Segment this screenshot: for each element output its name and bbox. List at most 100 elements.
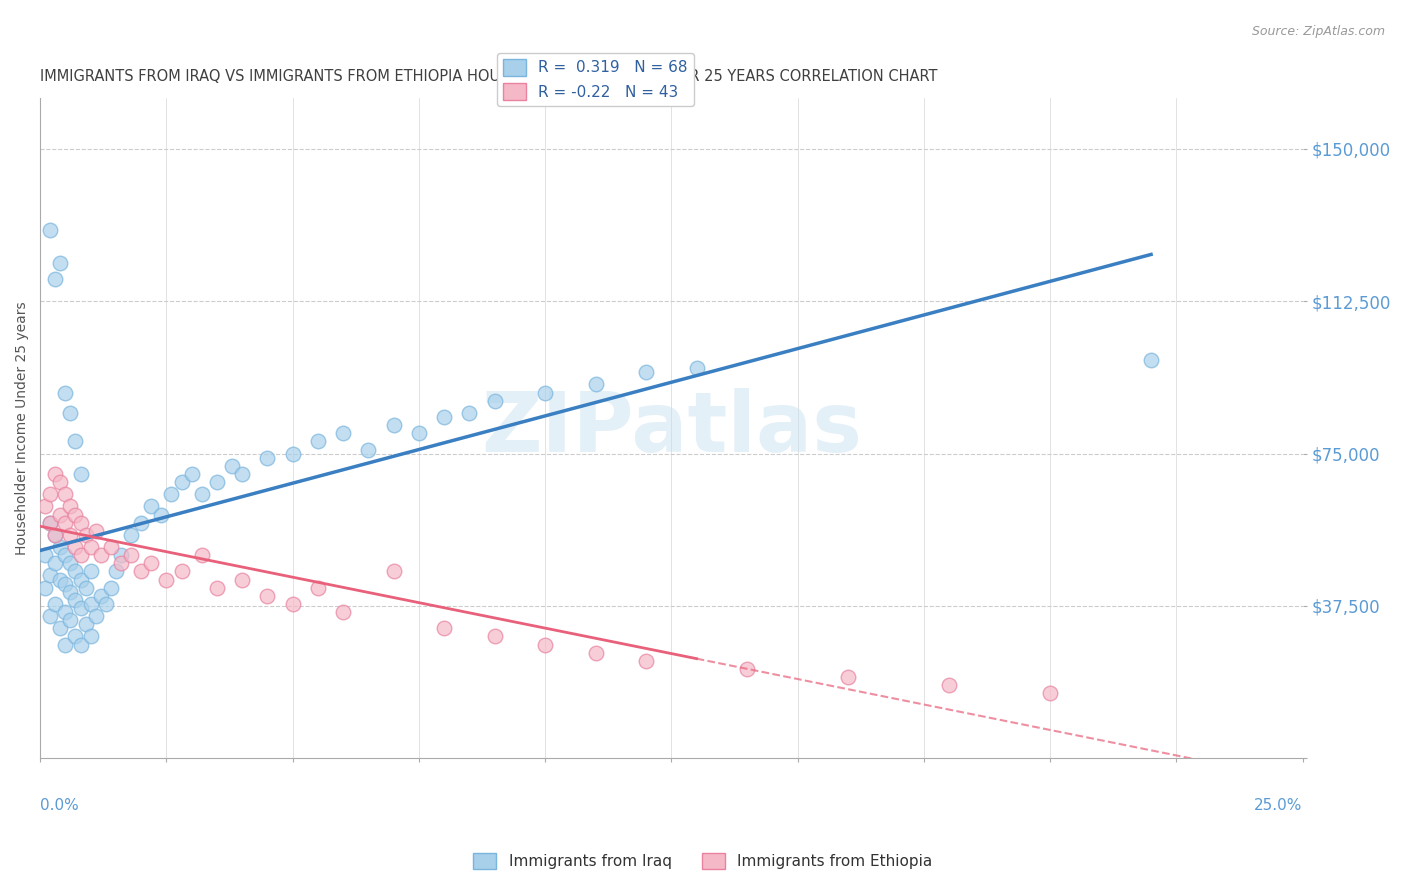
Point [484, 629, 506, 643]
Point [49, 508, 72, 522]
Point [44, 528, 66, 542]
Point [357, 442, 380, 457]
Point [938, 678, 960, 692]
Point [69, 573, 91, 587]
Point [75, 617, 97, 632]
Point [1140, 353, 1163, 368]
Point [34, 548, 56, 562]
Point [433, 409, 456, 424]
Point [44, 467, 66, 481]
Point [231, 467, 253, 481]
Point [205, 581, 228, 595]
Point [65, 592, 87, 607]
Point [59, 584, 82, 599]
Point [44, 272, 66, 286]
Point [458, 406, 481, 420]
Point [34, 500, 56, 514]
Point [69, 548, 91, 562]
Point [59, 613, 82, 627]
Point [39, 516, 62, 530]
Point [59, 556, 82, 570]
Point [332, 605, 354, 619]
Point [231, 573, 253, 587]
Point [636, 365, 658, 379]
Point [837, 670, 859, 684]
Point [59, 406, 82, 420]
Point [53, 385, 76, 400]
Point [49, 573, 72, 587]
Point [39, 516, 62, 530]
Point [100, 540, 122, 554]
Point [685, 361, 707, 376]
Point [382, 565, 405, 579]
Point [75, 528, 97, 542]
Point [205, 475, 228, 489]
Point [256, 450, 278, 465]
Point [84, 609, 107, 624]
Point [65, 629, 87, 643]
Point [44, 597, 66, 611]
Point [44, 556, 66, 570]
Point [585, 646, 607, 660]
Point [44, 528, 66, 542]
Point [39, 568, 62, 582]
Point [120, 548, 142, 562]
Point [307, 434, 329, 449]
Point [307, 581, 329, 595]
Point [190, 548, 212, 562]
Legend: Immigrants from Iraq, Immigrants from Ethiopia: Immigrants from Iraq, Immigrants from Et… [467, 847, 939, 875]
Point [180, 467, 202, 481]
Point [256, 589, 278, 603]
Point [160, 487, 183, 501]
Point [735, 662, 758, 676]
Point [382, 418, 405, 433]
Point [49, 255, 72, 269]
Point [65, 565, 87, 579]
Point [141, 556, 163, 570]
Point [104, 565, 127, 579]
Point [39, 223, 62, 237]
Point [49, 621, 72, 635]
Point [59, 500, 82, 514]
Point [100, 581, 122, 595]
Point [79, 597, 101, 611]
Point [53, 516, 76, 530]
Point [408, 426, 430, 441]
Y-axis label: Householder Income Under 25 years: Householder Income Under 25 years [15, 301, 30, 555]
Point [53, 548, 76, 562]
Point [79, 565, 101, 579]
Point [120, 528, 142, 542]
Point [484, 393, 506, 408]
Point [53, 638, 76, 652]
Point [281, 446, 304, 460]
Point [90, 589, 112, 603]
Point [129, 565, 152, 579]
Point [39, 487, 62, 501]
Point [110, 548, 132, 562]
Point [94, 597, 117, 611]
Point [34, 581, 56, 595]
Point [49, 475, 72, 489]
Point [585, 377, 607, 392]
Legend: R =  0.319   N = 68, R = -0.22   N = 43: R = 0.319 N = 68, R = -0.22 N = 43 [498, 53, 695, 106]
Point [534, 638, 557, 652]
Point [53, 605, 76, 619]
Point [110, 556, 132, 570]
Point [155, 573, 177, 587]
Text: 0.0%: 0.0% [41, 798, 79, 813]
Point [69, 601, 91, 615]
Point [69, 516, 91, 530]
Point [49, 540, 72, 554]
Text: 25.0%: 25.0% [1254, 798, 1302, 813]
Point [636, 654, 658, 668]
Point [150, 508, 173, 522]
Point [39, 609, 62, 624]
Text: Source: ZipAtlas.com: Source: ZipAtlas.com [1251, 25, 1385, 38]
Point [141, 500, 163, 514]
Point [65, 434, 87, 449]
Point [75, 581, 97, 595]
Point [84, 524, 107, 538]
Text: IMMIGRANTS FROM IRAQ VS IMMIGRANTS FROM ETHIOPIA HOUSEHOLDER INCOME UNDER 25 YEA: IMMIGRANTS FROM IRAQ VS IMMIGRANTS FROM … [41, 70, 938, 85]
Point [129, 516, 152, 530]
Point [65, 540, 87, 554]
